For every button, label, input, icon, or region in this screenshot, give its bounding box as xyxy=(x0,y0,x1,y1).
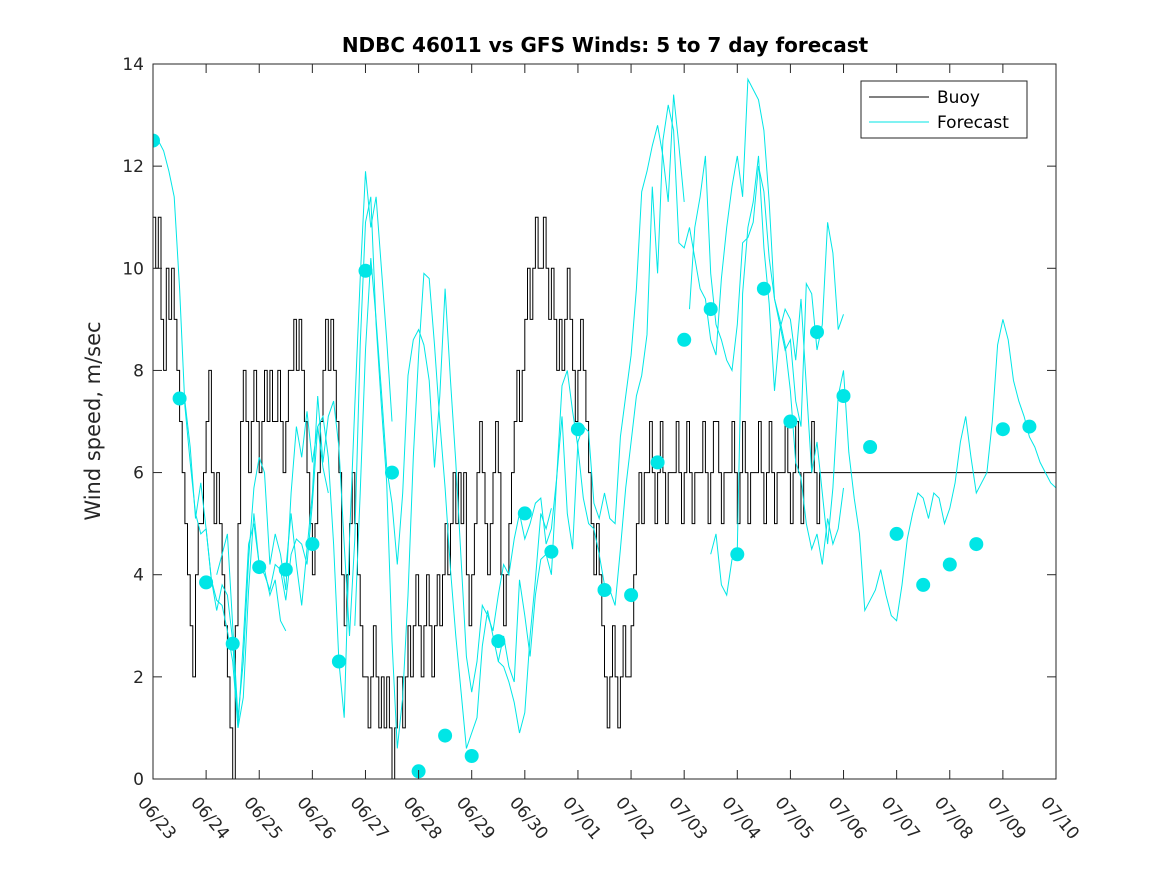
forecast-series-line-2 xyxy=(184,401,329,728)
forecast-point-28 xyxy=(863,440,878,454)
buoy-series-line xyxy=(153,216,1056,779)
y-tick-label-6: 6 xyxy=(133,464,144,484)
forecast-point-33 xyxy=(995,422,1010,437)
forecast-point-6 xyxy=(278,562,293,577)
forecast-point-25 xyxy=(783,414,798,429)
y-tick-label-0: 0 xyxy=(133,770,144,790)
forecast-point-14 xyxy=(491,634,506,649)
forecast-point-8 xyxy=(331,654,346,669)
forecast-series-line-8 xyxy=(689,155,844,565)
forecast-point-2 xyxy=(172,391,187,406)
forecast-point-27 xyxy=(836,389,851,403)
forecast-point-1 xyxy=(153,133,160,148)
forecast-point-26 xyxy=(810,325,824,340)
y-axis-label: Wind speed, m/sec xyxy=(81,321,105,520)
forecast-point-23 xyxy=(730,547,745,562)
forecast-point-17 xyxy=(570,422,585,437)
forecast-point-31 xyxy=(942,557,957,572)
legend: Buoy Forecast xyxy=(860,80,1028,139)
forecast-point-13 xyxy=(464,749,479,763)
plot-series-group xyxy=(153,77,1056,779)
y-tick-label-14: 14 xyxy=(122,55,144,75)
forecast-point-10 xyxy=(385,465,399,480)
y-tick-label-12: 12 xyxy=(122,157,144,177)
forecast-point-12 xyxy=(438,728,453,743)
forecast-point-7 xyxy=(305,537,320,552)
forecast-point-30 xyxy=(916,577,931,592)
forecast-point-5 xyxy=(252,560,267,575)
forecast-point-15 xyxy=(517,506,532,521)
forecast-point-29 xyxy=(889,526,904,541)
forecast-series-line-4 xyxy=(285,196,552,749)
forecast-point-3 xyxy=(199,575,214,590)
forecast-point-20 xyxy=(650,455,665,470)
chart-title: NDBC 46011 vs GFS Winds: 5 to 7 day fore… xyxy=(342,33,869,57)
forecast-point-21 xyxy=(677,332,692,347)
y-tick-label-10: 10 xyxy=(122,259,144,279)
forecast-point-18 xyxy=(597,583,612,597)
legend-box xyxy=(860,80,1028,139)
y-tick-label-4: 4 xyxy=(133,566,144,586)
legend-forecast-label: Forecast xyxy=(937,113,1009,133)
forecast-point-32 xyxy=(969,537,984,552)
forecast-point-16 xyxy=(544,544,559,559)
forecast-point-22 xyxy=(703,302,718,317)
forecast-point-4 xyxy=(225,636,240,651)
forecast-point-19 xyxy=(624,588,639,603)
forecast-point-24 xyxy=(756,281,771,296)
forecast-point-9 xyxy=(358,263,373,278)
forecast-series-line-7 xyxy=(710,155,1056,622)
plot-area xyxy=(153,77,1056,779)
forecast-point-34 xyxy=(1022,419,1037,434)
axes-box xyxy=(152,63,1057,780)
y-tick-label-8: 8 xyxy=(133,361,144,381)
legend-buoy-label: Buoy xyxy=(937,88,980,108)
y-tick-label-2: 2 xyxy=(133,668,144,688)
forecast-series-line-3 xyxy=(216,171,393,718)
